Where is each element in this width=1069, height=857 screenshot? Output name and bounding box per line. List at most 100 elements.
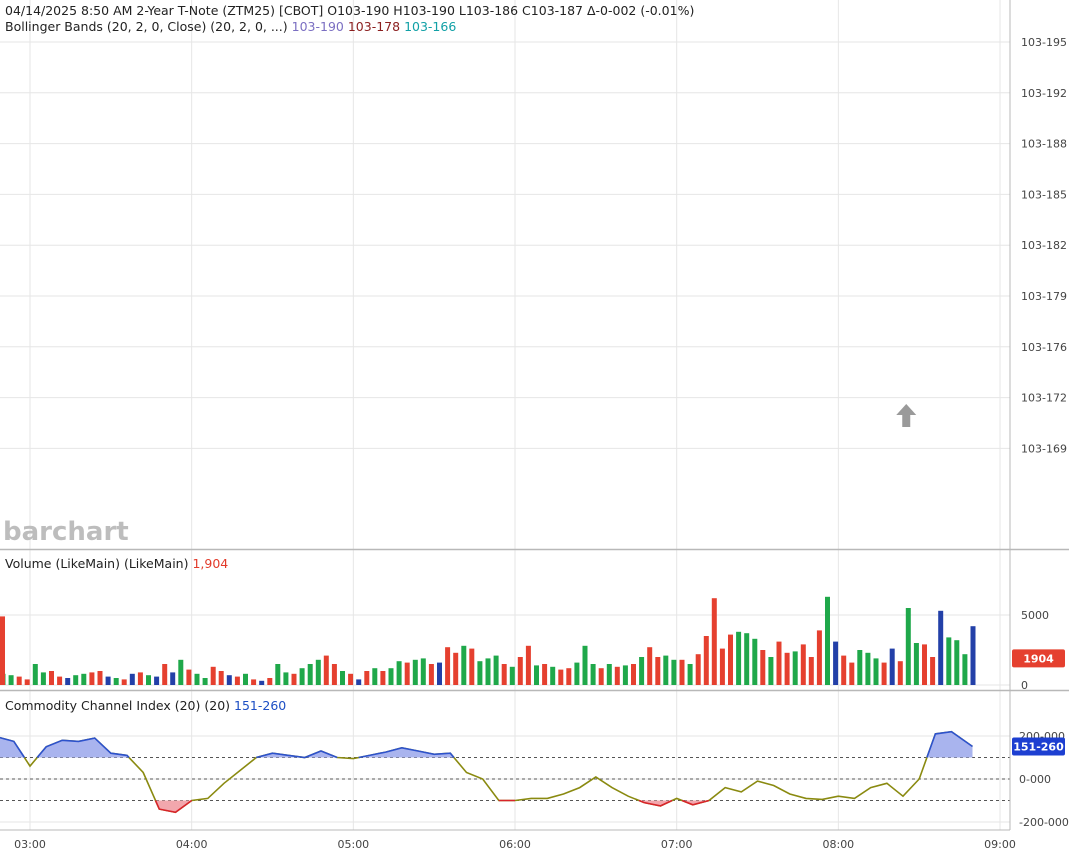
volume-bar: [89, 672, 95, 685]
volume-bar: [574, 662, 580, 685]
volume-bar: [501, 664, 507, 685]
volume-bar: [194, 673, 200, 685]
cci-tick-label: -200-000: [1019, 816, 1069, 829]
volume-bar: [711, 598, 717, 685]
bollinger-title: Bollinger Bands (20, 2, 0, Close) (20, 2…: [5, 19, 288, 34]
volume-bar: [792, 651, 798, 685]
cci-oversold-line: [638, 799, 673, 807]
volume-bar: [32, 664, 38, 685]
volume-bar: [170, 672, 176, 685]
price-tick-label: 103-179: [1021, 290, 1067, 303]
volume-bar: [137, 672, 143, 685]
volume-bar: [655, 657, 661, 685]
up-arrow-icon: [896, 404, 917, 427]
volume-bar: [760, 650, 766, 685]
volume-bar: [323, 655, 329, 685]
volume-bar: [372, 668, 378, 685]
volume-bar: [380, 671, 386, 685]
volume-bar: [776, 641, 782, 685]
volume-bar: [905, 608, 911, 685]
volume-bar: [517, 657, 523, 685]
volume-tick-label: 0: [1021, 679, 1028, 692]
volume-bar: [679, 659, 685, 685]
volume-bar: [0, 616, 5, 685]
chart-header: 04/14/2025 8:50 AM 2-Year T-Note (ZTM25)…: [5, 3, 694, 18]
volume-bar: [57, 676, 63, 685]
volume-bar: [0, 658, 5, 685]
volume-bar: [687, 664, 693, 685]
volume-bar: [16, 676, 22, 685]
price-tick-label: 103-185: [1021, 188, 1067, 201]
volume-bar: [105, 676, 111, 685]
volume-bar: [186, 669, 192, 685]
price-tick-label: 103-176: [1021, 341, 1067, 354]
cci-overbought-line: [36, 737, 130, 759]
volume-bar: [808, 657, 814, 685]
volume-bar: [267, 678, 273, 685]
volume-bar: [146, 675, 151, 685]
volume-label: Volume (LikeMain) (LikeMain) 1,904: [5, 556, 228, 571]
volume-bar: [453, 652, 459, 685]
time-tick-label: 09:00: [984, 838, 1016, 851]
cci-overbought-line: [256, 750, 338, 759]
volume-bar: [825, 596, 830, 685]
volume-bar: [606, 664, 612, 685]
bollinger-label: Bollinger Bands (20, 2, 0, Close) (20, 2…: [5, 19, 456, 34]
volume-bar: [49, 671, 54, 685]
cci-plot: [0, 730, 973, 814]
up-arrow-shape: [896, 404, 917, 427]
volume-bar: [622, 665, 628, 685]
volume-bar: [356, 679, 362, 685]
volume-bar: [509, 666, 515, 685]
volume-bar: [234, 676, 240, 685]
volume-bar: [881, 662, 887, 685]
price-tick-label: 103-195: [1021, 36, 1067, 49]
time-tick-label: 05:00: [337, 838, 369, 851]
volume-bar: [816, 630, 822, 685]
volume-bar: [671, 659, 677, 685]
volume-bar: [121, 679, 127, 685]
volume-bar: [695, 654, 701, 685]
price-tick-label: 103-188: [1021, 138, 1067, 151]
volume-bar: [542, 664, 548, 685]
volume-bar: [340, 671, 345, 685]
volume-bar: [841, 655, 847, 685]
volume-bar: [348, 673, 354, 685]
cci-value: 151-260: [234, 698, 287, 713]
volume-bar: [833, 641, 839, 685]
volume-bar: [428, 664, 434, 685]
volume-tick-label: 5000: [1021, 609, 1049, 622]
volume-bar: [946, 637, 952, 685]
volume-bar: [388, 668, 394, 685]
volume-value: 1,904: [192, 556, 229, 571]
volume-bar: [493, 655, 499, 685]
volume-bar: [954, 640, 960, 685]
volume-bar: [897, 661, 903, 685]
volume-bar: [930, 657, 936, 685]
cci-oversold-line: [154, 799, 193, 814]
volume-bar: [73, 675, 79, 685]
volume-bar: [639, 657, 645, 685]
volume-bar: [315, 659, 321, 685]
volume-bar: [922, 644, 927, 685]
cci-overbought-line: [358, 746, 455, 759]
volume-bar: [445, 647, 451, 685]
volume-bar: [889, 648, 895, 685]
volume-bar: [81, 673, 87, 685]
cci-tick-label: 0-000: [1019, 773, 1051, 786]
cci-oversold-line: [681, 799, 710, 806]
volume-bar: [218, 671, 224, 685]
volume-last-tag-bg: [1012, 649, 1065, 668]
volume-bar: [226, 675, 232, 685]
volume-bar: [703, 636, 709, 685]
time-tick-label: 07:00: [661, 838, 693, 851]
volume-bar: [719, 648, 725, 685]
volume-bar: [598, 668, 604, 685]
volume-bar: [550, 666, 556, 685]
cci-oversold-fill: [155, 800, 192, 813]
cci-title: Commodity Channel Index (20) (20): [5, 698, 231, 713]
volume-bar: [154, 676, 160, 685]
volume-bar: [590, 664, 596, 685]
